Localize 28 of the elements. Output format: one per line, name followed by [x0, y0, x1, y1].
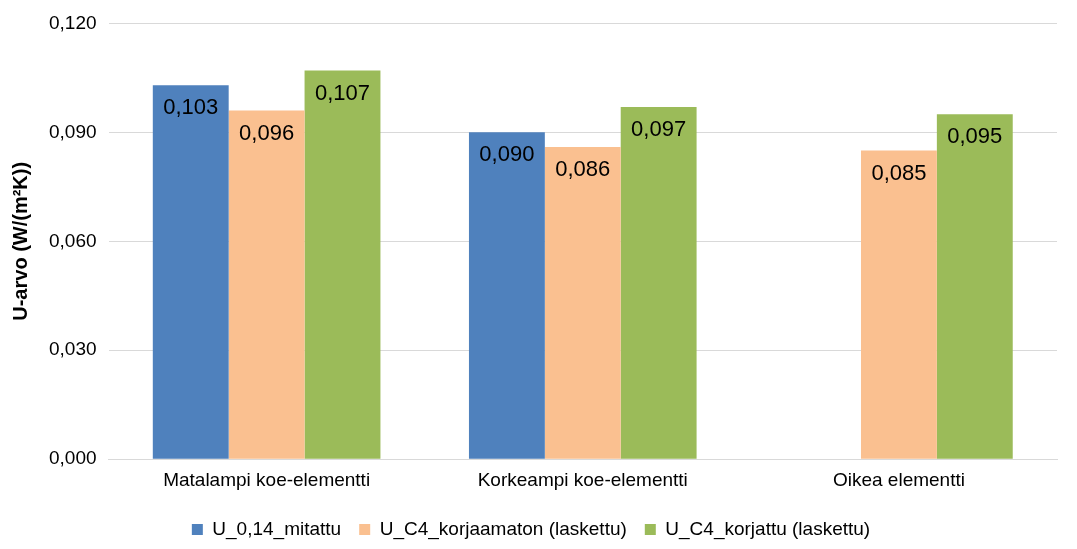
data-label: 0,107: [314, 79, 371, 105]
data-label: 0,103: [163, 94, 219, 120]
legend-label: U_C4_korjaamaton (laskettu): [379, 517, 627, 540]
bar: [860, 150, 937, 459]
bar: [544, 146, 621, 459]
legend-label: U_C4_korjattu (laskettu): [665, 517, 871, 540]
y-tick-label: 0,090: [49, 120, 97, 142]
data-label: 0,095: [947, 123, 1003, 149]
bar: [304, 70, 381, 459]
data-label: 0,096: [239, 119, 295, 145]
x-tick-label: Oikea elementti: [832, 468, 965, 490]
y-tick-label: 0,000: [49, 447, 97, 469]
data-label: 0,090: [479, 141, 535, 167]
bar: [936, 114, 1013, 459]
x-tick-label: Matalampi koe-elementti: [163, 468, 371, 490]
y-axis-title: U-arvo (W/(m²K)): [8, 161, 31, 321]
bar: [468, 132, 545, 459]
data-label: 0,097: [631, 115, 687, 141]
y-tick-label: 0,120: [49, 11, 97, 33]
bar: [620, 106, 697, 459]
legend-label: U_0,14_mitattu: [212, 517, 342, 540]
bar: [228, 110, 305, 459]
y-tick-label: 0,030: [49, 338, 97, 360]
x-tick-label: Korkeampi koe-elementti: [477, 468, 688, 490]
bar: [152, 85, 229, 459]
data-label: 0,086: [555, 155, 611, 181]
y-tick-label: 0,060: [49, 229, 97, 251]
data-label: 0,085: [871, 159, 927, 185]
